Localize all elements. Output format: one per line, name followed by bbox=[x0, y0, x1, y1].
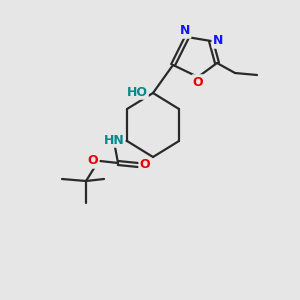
Text: HO: HO bbox=[127, 85, 148, 98]
Text: HN: HN bbox=[103, 134, 124, 146]
Text: O: O bbox=[140, 158, 150, 172]
Text: N: N bbox=[180, 25, 190, 38]
Text: N: N bbox=[213, 34, 223, 47]
Text: O: O bbox=[193, 76, 203, 88]
Text: O: O bbox=[88, 154, 98, 167]
